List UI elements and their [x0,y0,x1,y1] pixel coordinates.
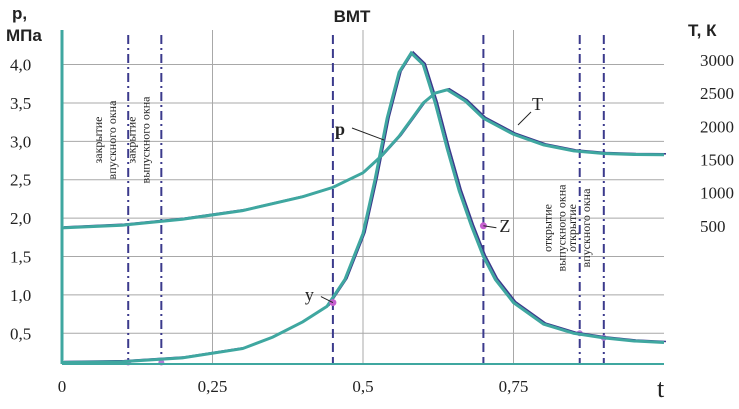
event-marker-label-line2: впускного окна [579,188,593,268]
labels: p, МПа BMT Т, К t 0,5 1,0 1,5 2,0 2,5 3,0 3,5 4… [6,4,734,403]
y-right-tick-label: 2000 [700,117,734,136]
y-right-tick-label: 2500 [700,84,734,103]
x-tick-label: 0 [58,377,67,396]
event-marker-label: закрытие выпускного окна [124,96,152,184]
curve-point-label-y: y [305,285,314,305]
series-label-T-leader [517,111,532,126]
series-label-p-leader [351,127,385,141]
x-tick-label: 0,5 [352,377,373,396]
y-right-tick-label: 500 [700,217,726,236]
y-right-tick-label: 3000 [700,51,734,70]
axes [60,30,664,365]
curve-point-leader-y [320,296,334,304]
y-right-tick-label: 1000 [700,184,734,203]
chart-title: BMT [334,7,371,26]
event-marker-label: открытие впускного окна [565,188,593,268]
y-left-tick-label: 1,5 [10,248,31,267]
curve-point-leader-Z [483,225,497,229]
x-tick-label: 0,25 [198,377,228,396]
event-marker-label-line1: закрытие [124,117,138,164]
series-line-T [61,88,665,230]
event-marker-label-line2: выпускного окна [138,96,152,184]
y-left-tick-label: 2,0 [10,209,31,228]
y-left-tick-label: 2,5 [10,171,31,190]
event-marker-label-line1: открытие [541,204,555,252]
event-marker-label-line1: закрытие [91,117,105,164]
event-marker-label: закрытие впускного окна [91,100,119,180]
event-marker-label-line2: выпускного окна [555,184,569,272]
curve-layer [61,50,667,364]
series-line-p [61,50,665,364]
event-marker-label-line1: открытие [565,204,579,252]
y-left-axis-title-line2: МПа [6,26,42,45]
series-label-T: T [532,94,543,114]
series-label-p: p [335,119,345,139]
y-left-axis-title-line1: p, [12,4,27,23]
event-marker-label-line2: впускного окна [105,100,119,180]
y-left-tick-label: 4,0 [10,56,31,75]
y-left-tick-label: 3,5 [10,94,31,113]
y-left-tick-label: 3,0 [10,132,31,151]
x-tick-label: 0,75 [499,377,529,396]
y-right-tick-label: 1500 [700,150,734,169]
x-axis-title: t [657,374,665,403]
curve-point-label-Z: Z [499,216,510,236]
y-left-tick-label: 0,5 [10,324,31,343]
event-marker-label: открытие выпускного окна [541,184,569,272]
y-left-tick-label: 1,0 [10,286,31,305]
y-right-axis-title: Т, К [688,21,717,40]
grid-lines [62,30,664,364]
